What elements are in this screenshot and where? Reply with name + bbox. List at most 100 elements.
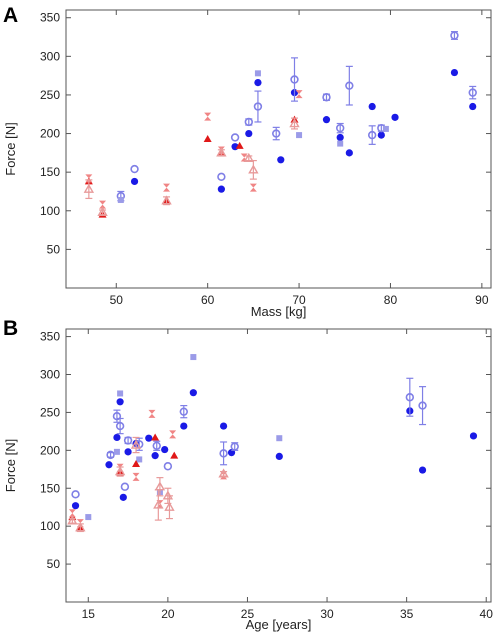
data-point-filled-circle <box>469 432 478 440</box>
x-tick-label: 25 <box>241 607 255 621</box>
data-point-filled-circle <box>217 185 225 193</box>
x-tick-label: 35 <box>400 607 414 621</box>
data-point-open-circle <box>112 412 122 421</box>
data-point-open-triangle <box>153 499 164 509</box>
chart-panel-b: 15 20 25 30 35 40 50 100 150 200 250 300 350 Age [yea… <box>3 328 494 632</box>
data-point-filled-circle <box>469 102 477 111</box>
data-point-open-circle <box>345 81 354 90</box>
data-point-open-triangle <box>248 164 259 174</box>
data-point-square <box>382 125 389 132</box>
data-point-open-circle <box>130 164 139 174</box>
data-point-hourglass <box>204 112 212 121</box>
data-point-open-triangle <box>130 439 142 449</box>
data-point-open-triangle <box>218 468 229 478</box>
data-point-hourglass <box>169 430 177 439</box>
x-tick-label: 40 <box>480 607 494 621</box>
data-point-open-circle <box>179 407 188 416</box>
data-point-filled-triangle <box>151 433 160 441</box>
data-point-open-triangle <box>161 195 172 205</box>
x-tick-label: 20 <box>161 607 175 621</box>
data-point-square <box>117 390 124 397</box>
data-point-filled-circle <box>130 177 139 186</box>
data-point-open-circle <box>322 93 331 102</box>
data-point-open-circle <box>230 442 239 451</box>
data-point-square <box>190 354 197 361</box>
panel-letter-b: B <box>3 317 18 340</box>
y-tick-label: 300 <box>40 49 60 63</box>
data-point-open-circle <box>405 393 415 402</box>
data-point-open-circle <box>106 450 115 460</box>
data-point-open-circle <box>115 421 125 431</box>
data-point-filled-triangle <box>170 451 179 459</box>
data-point-open-circle <box>71 490 80 499</box>
data-point-filled-circle <box>71 502 80 510</box>
y-tick-label: 300 <box>40 368 60 382</box>
data-point-filled-circle <box>116 398 124 406</box>
data-point-open-circle <box>219 449 228 458</box>
data-point-open-circle <box>367 130 377 140</box>
data-point-hourglass <box>163 183 171 192</box>
y-tick-label: 250 <box>40 405 60 419</box>
y-tick-label: 50 <box>47 242 61 256</box>
data-point-hourglass <box>99 200 107 209</box>
data-point-open-circle <box>120 482 130 491</box>
data-point-hourglass <box>68 509 76 518</box>
data-point-open-circle <box>244 117 253 127</box>
data-point-open-triangle <box>97 206 108 217</box>
data-point-filled-circle <box>277 156 285 164</box>
data-point-square <box>337 140 344 147</box>
x-tick-label: 30 <box>320 607 334 621</box>
data-point-filled-circle <box>189 389 197 397</box>
data-point-open-triangle <box>216 147 227 157</box>
data-point-filled-circle <box>124 448 132 456</box>
plot-frame <box>65 328 492 603</box>
data-point-filled-circle <box>151 452 159 460</box>
data-point-open-circle <box>152 441 161 450</box>
y-tick-label: 100 <box>40 204 60 218</box>
data-point-open-circle <box>335 123 345 133</box>
x-tick-label: 70 <box>292 293 306 307</box>
data-point-open-triangle <box>289 118 300 128</box>
data-point-hourglass <box>295 90 303 99</box>
chart-panel-a: 50 60 70 80 90 50 100 150 200 250 300 350 Mass [kg] F… <box>3 9 492 319</box>
x-tick-label: 50 <box>110 293 124 307</box>
data-point-filled-circle <box>113 433 121 442</box>
data-point-filled-circle <box>245 129 253 138</box>
y-axis-label: Force [N] <box>3 122 18 175</box>
data-point-square <box>113 448 120 455</box>
y-tick-label: 150 <box>40 165 60 179</box>
y-tick-label: 200 <box>40 127 60 141</box>
data-point-open-triangle <box>154 481 166 491</box>
data-point-filled-circle <box>377 131 385 139</box>
x-tick-label: 15 <box>82 607 96 621</box>
data-point-filled-circle <box>275 452 283 460</box>
panel-letter-a: A <box>3 4 18 27</box>
x-axis-label: Mass [kg] <box>251 304 307 319</box>
data-point-open-circle <box>253 102 263 111</box>
data-point-filled-circle <box>145 434 153 442</box>
data-point-open-triangle <box>243 152 255 162</box>
data-point-open-triangle <box>83 183 95 193</box>
data-point-open-triangle <box>164 501 175 511</box>
data-point-filled-circle <box>345 149 353 157</box>
data-point-open-circle <box>272 129 281 138</box>
data-point-open-circle <box>230 133 240 142</box>
data-point-filled-circle <box>219 422 228 430</box>
y-tick-label: 200 <box>40 443 60 457</box>
data-point-filled-circle <box>105 461 113 469</box>
y-tick-label: 100 <box>40 519 60 533</box>
y-axis-label: Force [N] <box>3 439 18 492</box>
y-tick-label: 350 <box>40 11 60 25</box>
data-point-open-circle <box>450 31 459 40</box>
data-point-square <box>85 514 92 521</box>
data-point-open-triangle <box>75 522 86 532</box>
data-point-square <box>254 70 261 77</box>
data-point-open-circle <box>468 88 477 97</box>
x-tick-label: 80 <box>384 293 398 307</box>
plot-frame <box>65 9 492 289</box>
data-point-filled-triangle <box>132 459 141 467</box>
data-point-open-circle <box>418 401 427 410</box>
data-point-filled-circle <box>180 422 188 430</box>
y-tick-label: 250 <box>40 88 60 102</box>
